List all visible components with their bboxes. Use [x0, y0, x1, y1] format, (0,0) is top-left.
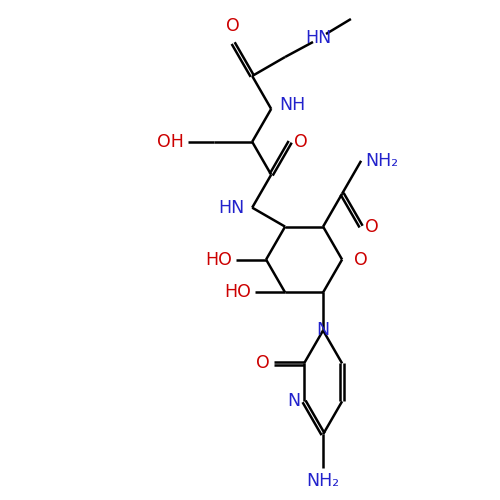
- Text: HN: HN: [218, 198, 244, 216]
- Text: HN: HN: [305, 29, 331, 47]
- Text: O: O: [226, 17, 240, 35]
- Text: HO: HO: [224, 284, 250, 302]
- Text: O: O: [256, 354, 270, 372]
- Text: NH₂: NH₂: [306, 472, 340, 490]
- Text: OH: OH: [156, 133, 184, 151]
- Text: NH₂: NH₂: [365, 152, 398, 170]
- Text: O: O: [294, 133, 308, 151]
- Text: NH: NH: [279, 96, 305, 114]
- Text: N: N: [287, 392, 300, 410]
- Text: N: N: [316, 322, 330, 340]
- Text: O: O: [354, 250, 368, 268]
- Text: O: O: [365, 218, 379, 236]
- Text: HO: HO: [205, 250, 232, 268]
